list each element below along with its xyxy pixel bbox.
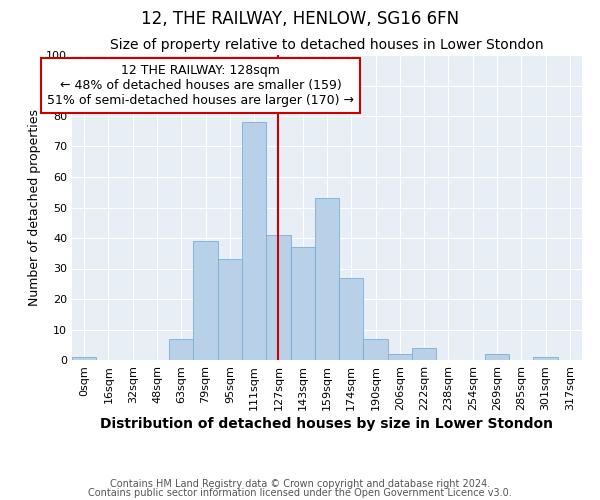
Text: Contains public sector information licensed under the Open Government Licence v3: Contains public sector information licen… <box>88 488 512 498</box>
Bar <box>412 348 436 360</box>
Bar <box>193 241 218 360</box>
Bar <box>169 338 193 360</box>
Bar <box>533 357 558 360</box>
Bar <box>242 122 266 360</box>
X-axis label: Distribution of detached houses by size in Lower Stondon: Distribution of detached houses by size … <box>101 417 554 431</box>
Bar <box>315 198 339 360</box>
Bar <box>72 357 96 360</box>
Text: Contains HM Land Registry data © Crown copyright and database right 2024.: Contains HM Land Registry data © Crown c… <box>110 479 490 489</box>
Bar <box>266 235 290 360</box>
Bar <box>388 354 412 360</box>
Bar <box>364 338 388 360</box>
Text: 12, THE RAILWAY, HENLOW, SG16 6FN: 12, THE RAILWAY, HENLOW, SG16 6FN <box>141 10 459 28</box>
Text: 12 THE RAILWAY: 128sqm  
← 48% of detached houses are smaller (159)
51% of semi-: 12 THE RAILWAY: 128sqm ← 48% of detached… <box>47 64 354 107</box>
Title: Size of property relative to detached houses in Lower Stondon: Size of property relative to detached ho… <box>110 38 544 52</box>
Bar <box>290 247 315 360</box>
Bar <box>485 354 509 360</box>
Bar <box>218 260 242 360</box>
Bar <box>339 278 364 360</box>
Y-axis label: Number of detached properties: Number of detached properties <box>28 109 41 306</box>
